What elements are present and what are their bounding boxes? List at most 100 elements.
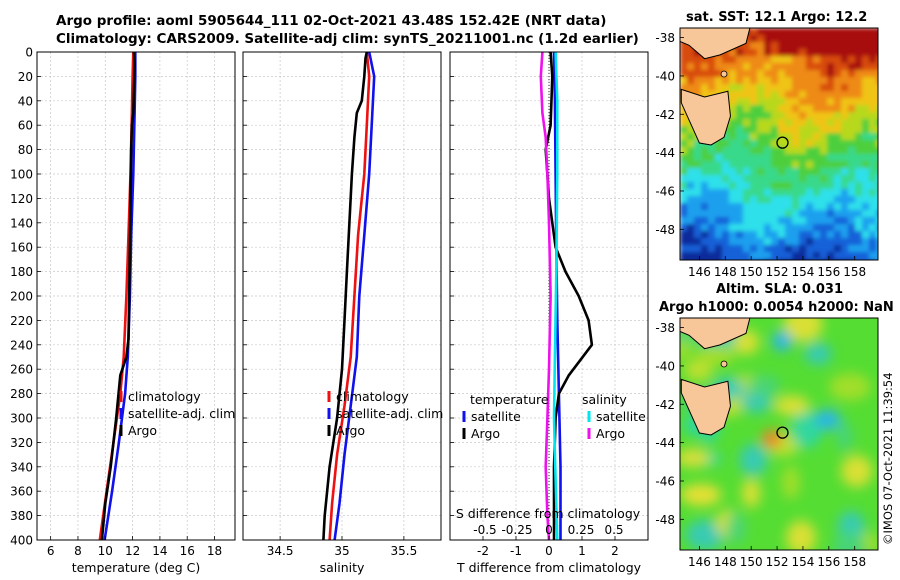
- sst-cell: [764, 49, 772, 57]
- sst-cell: [729, 112, 737, 120]
- y-tick-label: 380: [10, 509, 33, 523]
- sla-anomaly-blob: [804, 342, 832, 365]
- sst-cell: [806, 210, 814, 218]
- sst-cell: [848, 133, 856, 141]
- sst-cell: [757, 126, 765, 134]
- sst-cell: [827, 126, 835, 134]
- sst-cell: [785, 42, 793, 50]
- sst-cell: [687, 224, 695, 232]
- sst-cell: [841, 126, 849, 134]
- sst-cell: [743, 140, 751, 148]
- sst-cell: [820, 91, 828, 99]
- sst-cell: [687, 49, 695, 57]
- sst-cell: [827, 168, 835, 176]
- sla-anomaly-blob: [680, 485, 721, 504]
- sst-cell: [862, 49, 870, 57]
- sst-cell: [694, 140, 702, 148]
- sst-cell: [729, 98, 737, 106]
- sst-cell: [799, 119, 807, 127]
- sst-cell: [722, 63, 730, 71]
- legend-label: Argo: [596, 426, 625, 441]
- sst-cell: [876, 56, 878, 64]
- sst-cell: [680, 112, 688, 120]
- sst-cell: [841, 91, 849, 99]
- sst-cell: [757, 28, 765, 36]
- sst-cell: [729, 245, 737, 253]
- map-y-tick-label: -48: [655, 513, 675, 527]
- sst-cell: [722, 133, 730, 141]
- sst-cell: [785, 217, 793, 225]
- sst-cell: [722, 210, 730, 218]
- sst-cell: [743, 63, 751, 71]
- sst-cell: [736, 189, 744, 197]
- sst-cell: [778, 42, 786, 50]
- sst-cell: [869, 63, 877, 71]
- sst-cell: [848, 119, 856, 127]
- sst-cell: [729, 77, 737, 85]
- sst-cell: [792, 175, 800, 183]
- sst-cell: [799, 182, 807, 190]
- sst-cell: [743, 98, 751, 106]
- sst-cell: [869, 168, 877, 176]
- sst-cell: [876, 182, 878, 190]
- sst-cell: [708, 189, 716, 197]
- sst-cell: [799, 133, 807, 141]
- sst-cell: [750, 231, 758, 239]
- sst-cell: [792, 77, 800, 85]
- sst-cell: [806, 112, 814, 120]
- sst-cell: [757, 217, 765, 225]
- sst-cell: [785, 224, 793, 232]
- sst-cell: [792, 210, 800, 218]
- sst-cell: [771, 154, 779, 162]
- sst-cell: [806, 98, 814, 106]
- sst-cell: [694, 252, 702, 260]
- sst-cell: [834, 84, 842, 92]
- sst-cell: [757, 42, 765, 50]
- sst-cell: [750, 175, 758, 183]
- sst-cell: [799, 112, 807, 120]
- sst-cell: [799, 203, 807, 211]
- sst-cell: [778, 203, 786, 211]
- sst-cell: [834, 147, 842, 155]
- sst-cell: [841, 98, 849, 106]
- sst-cell: [764, 245, 772, 253]
- sst-cell: [876, 112, 878, 120]
- sst-cell: [701, 147, 709, 155]
- sst-cell: [764, 147, 772, 155]
- sst-cell: [694, 147, 702, 155]
- sst-cell: [743, 112, 751, 120]
- sst-cell: [771, 147, 779, 155]
- sst-cell: [778, 231, 786, 239]
- sst-cell: [687, 182, 695, 190]
- sst-cell: [785, 28, 793, 36]
- sst-cell: [771, 133, 779, 141]
- sst-cell: [792, 196, 800, 204]
- sst-cell: [771, 189, 779, 197]
- sst-cell: [841, 224, 849, 232]
- sst-cell: [701, 91, 709, 99]
- sst-cell: [841, 84, 849, 92]
- sst-cell: [771, 105, 779, 113]
- sst-cell: [750, 224, 758, 232]
- sst-cell: [785, 70, 793, 78]
- sst-cell: [729, 63, 737, 71]
- sst-cell: [750, 133, 758, 141]
- sst-cell: [764, 28, 772, 36]
- sst-cell: [785, 105, 793, 113]
- sst-cell: [799, 28, 807, 36]
- sst-cell: [855, 231, 863, 239]
- sst-cell: [743, 224, 751, 232]
- legend-label: climatology: [336, 389, 409, 404]
- sst-cell: [799, 161, 807, 169]
- sst-cell: [736, 161, 744, 169]
- sst-cell: [806, 182, 814, 190]
- sst-cell: [862, 210, 870, 218]
- x-tick-label: 35: [334, 544, 349, 558]
- series-line-climatology: [328, 51, 371, 541]
- sst-cell: [743, 126, 751, 134]
- sst-cell: [729, 168, 737, 176]
- sst-cell: [827, 217, 835, 225]
- sst-cell: [869, 231, 877, 239]
- sst-cell: [813, 154, 821, 162]
- sst-cell: [834, 49, 842, 57]
